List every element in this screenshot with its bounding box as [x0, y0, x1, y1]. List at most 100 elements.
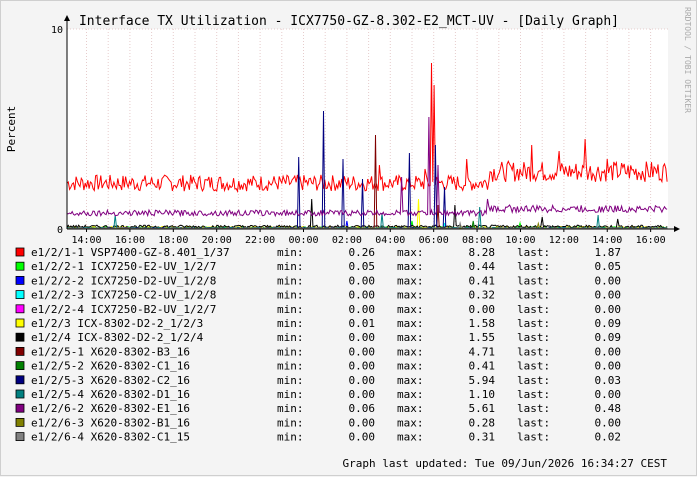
- legend-max-label: max:: [397, 345, 424, 358]
- legend-series-name: e1/2/5-4 X620-8302-D1_16: [31, 388, 190, 401]
- legend-swatch: [15, 304, 25, 314]
- legend-max-value: 5.61: [469, 402, 496, 415]
- legend-series-name: e1/2/5-3 X620-8302-C2_16: [31, 374, 190, 387]
- legend-min-label: min:: [277, 416, 304, 429]
- legend-last-value: 0.00: [595, 303, 622, 316]
- y-tick-labels: 0 10: [51, 25, 63, 236]
- legend-last-label: last:: [517, 345, 550, 358]
- legend-min-value: 0.00: [349, 289, 376, 302]
- legend-max-value: 0.00: [469, 303, 496, 316]
- legend-series-name: e1/2/3 ICX-8302-D2-2_1/2/3: [31, 317, 203, 330]
- legend-last-label: last:: [517, 260, 550, 273]
- legend-series-name: e1/2/5-1 X620-8302-B3_16: [31, 345, 190, 358]
- legend-last-value: 1.87: [595, 246, 622, 259]
- legend-max-label: max:: [397, 331, 424, 344]
- legend-last-label: last:: [517, 303, 550, 316]
- legend-max-value: 5.94: [469, 374, 496, 387]
- legend-series-name: e1/2/6-2 X620-8302-E1_16: [31, 402, 190, 415]
- legend-min-value: 0.00: [349, 431, 376, 444]
- legend-last-label: last:: [517, 331, 550, 344]
- x-tick-label: 10:00: [505, 235, 535, 246]
- legend-min-label: min:: [277, 388, 304, 401]
- legend-max-value: 0.41: [469, 274, 496, 287]
- legend-max-label: max:: [397, 360, 424, 373]
- legend-min-value: 0.01: [349, 317, 376, 330]
- chart-title: Interface TX Utilization - ICX7750-GZ-8.…: [79, 14, 619, 29]
- legend-min-value: 0.00: [349, 374, 376, 387]
- legend-last-value: 0.05: [595, 260, 622, 273]
- legend-min-label: min:: [277, 431, 304, 444]
- x-tick-labels: 14:00 16:00 18:00 20:00 22:00 00:00 02:00 04:00…: [71, 229, 666, 246]
- y-tick-label: 0: [57, 225, 63, 236]
- legend-series-name: e1/2/1-1 VSP7400-GZ-8.401_1/37: [31, 246, 230, 259]
- legend-min-value: 0.06: [349, 402, 376, 415]
- x-tick-label: 14:00: [71, 235, 101, 246]
- x-tick-label: 06:00: [419, 235, 449, 246]
- legend-last-value: 0.00: [595, 416, 622, 429]
- legend-max-value: 0.44: [469, 260, 496, 273]
- x-tick-label: 14:00: [592, 235, 622, 246]
- legend-swatch: [15, 332, 25, 342]
- x-tick-label: 22:00: [245, 235, 275, 246]
- legend-swatch: [15, 375, 25, 385]
- legend-max-value: 0.28: [469, 416, 496, 429]
- legend-last-label: last:: [517, 431, 550, 444]
- legend-last-value: 0.00: [595, 274, 622, 287]
- legend-last-label: last:: [517, 416, 550, 429]
- legend-swatch: [15, 318, 25, 328]
- legend-last-value: 0.00: [595, 345, 622, 358]
- legend-last-value: 0.03: [595, 374, 622, 387]
- legend-min-value: 0.00: [349, 416, 376, 429]
- legend-last-value: 0.09: [595, 331, 622, 344]
- legend-max-value: 1.10: [469, 388, 496, 401]
- legend-min-label: min:: [277, 274, 304, 287]
- legend-max-value: 0.31: [469, 431, 496, 444]
- y-tick-label: 10: [51, 25, 63, 36]
- x-tick-label: 00:00: [288, 235, 318, 246]
- legend-swatch: [15, 247, 25, 257]
- legend-max-label: max:: [397, 317, 424, 330]
- y-axis-arrow: [64, 15, 70, 21]
- x-tick-label: 20:00: [202, 235, 232, 246]
- series-line-7: [66, 198, 668, 230]
- legend-min-label: min:: [277, 317, 304, 330]
- legend-last-label: last:: [517, 360, 550, 373]
- legend-min-label: min:: [277, 246, 304, 259]
- legend-min-label: min:: [277, 402, 304, 415]
- legend-swatch: [15, 275, 25, 285]
- series-line-1: [66, 62, 668, 194]
- legend-min-value: 0.00: [349, 360, 376, 373]
- legend-swatch: [15, 261, 25, 271]
- legend-last-value: 0.00: [595, 360, 622, 373]
- legend-last-value: 0.00: [595, 388, 622, 401]
- legend-last-value: 0.00: [595, 289, 622, 302]
- legend-min-value: 0.05: [349, 260, 376, 273]
- legend-max-label: max:: [397, 260, 424, 273]
- legend-series-name: e1/2/2-2 ICX7250-D2-UV_1/2/8: [31, 274, 216, 287]
- rrdtool-watermark: RRDTOOL / TOBI OETIKER: [683, 7, 692, 113]
- legend-last-label: last:: [517, 388, 550, 401]
- legend-max-value: 1.58: [469, 317, 496, 330]
- legend-swatch: [15, 290, 25, 300]
- legend-max-label: max:: [397, 402, 424, 415]
- legend-min-value: 0.00: [349, 303, 376, 316]
- legend-max-label: max:: [397, 274, 424, 287]
- legend-swatch: [15, 389, 25, 399]
- legend-max-label: max:: [397, 416, 424, 429]
- legend-max-value: 4.71: [469, 345, 496, 358]
- legend: e1/2/1-1 VSP7400-GZ-8.401_1/37 min: 0.26 ma…: [15, 246, 622, 444]
- legend-max-label: max:: [397, 289, 424, 302]
- legend-series-name: e1/2/5-2 X620-8302-C1_16: [31, 360, 190, 373]
- legend-series-name: e1/2/6-4 X620-8302-C1_15: [31, 431, 190, 444]
- legend-swatch: [15, 432, 25, 442]
- series-line-12: [66, 116, 668, 218]
- legend-min-label: min:: [277, 331, 304, 344]
- legend-series-name: e1/2/6-3 X620-8302-B1_16: [31, 416, 190, 429]
- legend-min-value: 0.26: [349, 246, 376, 259]
- legend-swatch: [15, 417, 25, 427]
- legend-min-value: 0.00: [349, 331, 376, 344]
- legend-series-name: e1/2/4 ICX-8302-D2-2_1/2/4: [31, 331, 204, 344]
- legend-min-label: min:: [277, 360, 304, 373]
- legend-swatch: [15, 346, 25, 356]
